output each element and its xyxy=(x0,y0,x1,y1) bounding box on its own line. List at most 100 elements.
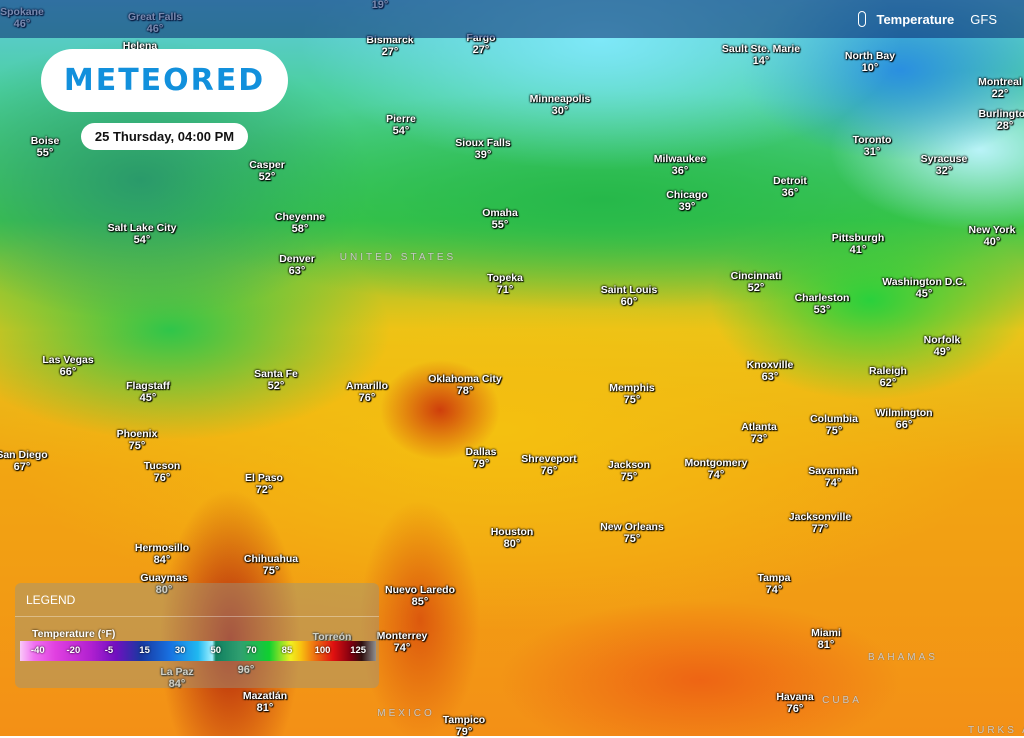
city-label[interactable]: Havana 76° xyxy=(776,691,813,715)
city-label[interactable]: La Paz 84° xyxy=(160,666,193,690)
city-label[interactable]: Oklahoma City 78° xyxy=(428,373,502,397)
city-name: Boise xyxy=(30,135,60,147)
city-label[interactable]: Minneapolis 30° xyxy=(530,93,591,117)
city-label[interactable]: Milwaukee 36° xyxy=(654,153,707,177)
city-label[interactable]: Boise 55° xyxy=(31,135,60,159)
city-name: Miami xyxy=(811,627,841,639)
city-name: Pittsburgh xyxy=(831,232,885,244)
city-label[interactable]: Casper 52° xyxy=(249,159,285,183)
city-name: Jacksonville xyxy=(788,511,852,523)
city-label[interactable]: Dallas 79° xyxy=(466,446,497,470)
city-name: Santa Fe xyxy=(254,368,298,380)
city-temperature: 54° xyxy=(392,125,410,137)
city-label[interactable]: Mazatlán 81° xyxy=(243,690,287,714)
city-label[interactable]: Syracuse 32° xyxy=(921,153,968,177)
city-label[interactable]: Cheyenne 58° xyxy=(275,211,325,235)
city-label[interactable]: Wilmington 66° xyxy=(875,407,932,431)
city-label[interactable]: Chihuahua 75° xyxy=(244,553,298,577)
city-name: Cincinnati xyxy=(730,270,782,282)
city-label[interactable]: San Diego 67° xyxy=(0,449,48,473)
legend-tick: -20 xyxy=(66,645,81,656)
city-label[interactable]: Houston 80° xyxy=(491,526,534,550)
city-label[interactable]: Washington D.C. 45° xyxy=(882,276,966,300)
city-name: Tampico xyxy=(442,714,486,726)
city-label[interactable]: Montgomery 74° xyxy=(685,457,748,481)
city-label[interactable]: Norfolk 49° xyxy=(924,334,961,358)
city-label[interactable]: Omaha 55° xyxy=(482,207,518,231)
city-label[interactable]: 96° xyxy=(238,664,255,676)
city-name: Casper xyxy=(249,159,285,171)
city-label[interactable]: Burlington28° xyxy=(978,108,1024,132)
city-label[interactable]: Pittsburgh 41° xyxy=(832,232,885,256)
city-label[interactable]: Tucson 76° xyxy=(144,460,181,484)
city-temperature: 74° xyxy=(824,477,842,489)
city-name: Toronto xyxy=(852,134,892,146)
city-name: Tampa xyxy=(757,572,791,584)
city-label[interactable]: Chicago 39° xyxy=(666,189,707,213)
city-label[interactable]: Raleigh 62° xyxy=(869,365,907,389)
city-label[interactable]: Guaymas 80° xyxy=(140,572,187,596)
city-temperature: 81° xyxy=(817,639,835,651)
city-label[interactable]: Cincinnati 52° xyxy=(731,270,782,294)
city-label[interactable]: Salt Lake City 54° xyxy=(108,222,177,246)
forecast-datetime[interactable]: 25 Thursday, 04:00 PM xyxy=(81,123,248,150)
city-temperature: 80° xyxy=(155,584,173,596)
city-temperature: 40° xyxy=(983,236,1001,248)
city-label[interactable]: New Orleans 75° xyxy=(600,521,664,545)
city-label[interactable]: Miami 81° xyxy=(811,627,841,651)
city-temperature: 62° xyxy=(879,377,897,389)
city-label[interactable]: Torreón xyxy=(313,631,352,643)
city-name: Las Vegas xyxy=(42,354,94,366)
city-temperature: 52° xyxy=(267,380,285,392)
city-label[interactable]: Amarillo 76° xyxy=(346,380,388,404)
city-label[interactable]: Atlanta 73° xyxy=(741,421,777,445)
city-label[interactable]: Sioux Falls 39° xyxy=(455,137,510,161)
city-temperature: 53° xyxy=(813,304,831,316)
city-label[interactable]: Detroit 36° xyxy=(773,175,807,199)
city-label[interactable]: Tampico 79° xyxy=(443,714,485,738)
city-name: Dallas xyxy=(465,446,497,458)
city-label[interactable]: Santa Fe 52° xyxy=(254,368,298,392)
city-name: New York xyxy=(968,224,1016,236)
city-label[interactable]: Sault Ste. Marie 14° xyxy=(722,43,800,67)
city-label[interactable]: Jacksonville 77° xyxy=(789,511,851,535)
city-label[interactable]: Topeka 71° xyxy=(487,272,523,296)
city-name: Shreveport xyxy=(521,453,577,465)
legend-tick: 70 xyxy=(246,645,257,656)
legend-tick: -5 xyxy=(104,645,114,656)
city-label[interactable]: Shreveport 76° xyxy=(521,453,576,477)
city-label[interactable]: Saint Louis 60° xyxy=(601,284,658,308)
city-temperature: 54° xyxy=(133,234,151,246)
city-label[interactable]: Phoenix 75° xyxy=(117,428,158,452)
city-name: Pierre xyxy=(386,113,416,125)
city-label[interactable]: Columbia 75° xyxy=(810,413,858,437)
city-label[interactable]: Flagstaff 45° xyxy=(126,380,170,404)
meteored-logo[interactable]: METEORED xyxy=(41,49,288,112)
city-name: Sioux Falls xyxy=(455,137,511,149)
legend-tick: 125 xyxy=(350,645,367,656)
city-label[interactable]: Jackson 75° xyxy=(608,459,650,483)
city-label[interactable]: Las Vegas 66° xyxy=(42,354,93,378)
city-label[interactable]: Charleston 53° xyxy=(795,292,850,316)
city-label[interactable]: Pierre 54° xyxy=(386,113,416,137)
layer-selector[interactable]: Temperature xyxy=(876,11,955,27)
city-label[interactable]: Savannah 74° xyxy=(808,465,858,489)
city-label[interactable]: Denver 63° xyxy=(279,253,315,277)
city-name: Chihuahua xyxy=(243,553,299,565)
country-label: CUBA xyxy=(822,695,862,706)
city-label[interactable]: Knoxville 63° xyxy=(747,359,794,383)
model-selector[interactable]: GFS xyxy=(970,11,997,27)
city-temperature: 96° xyxy=(237,664,255,676)
city-label[interactable]: Tampa 74° xyxy=(757,572,790,596)
city-label[interactable]: Montreal 22° xyxy=(978,76,1022,100)
city-label[interactable]: Nuevo Laredo 85° xyxy=(385,584,455,608)
city-label[interactable]: Memphis 75° xyxy=(609,382,655,406)
city-label[interactable]: Hermosillo 84° xyxy=(135,542,189,566)
city-temperature: 76° xyxy=(786,703,804,715)
city-label[interactable]: El Paso 72° xyxy=(245,472,283,496)
city-label[interactable]: North Bay 10° xyxy=(845,50,895,74)
city-label[interactable]: Monterrey 74° xyxy=(377,630,428,654)
city-label[interactable]: New York 40° xyxy=(969,224,1016,248)
city-label[interactable]: Toronto 31° xyxy=(853,134,892,158)
